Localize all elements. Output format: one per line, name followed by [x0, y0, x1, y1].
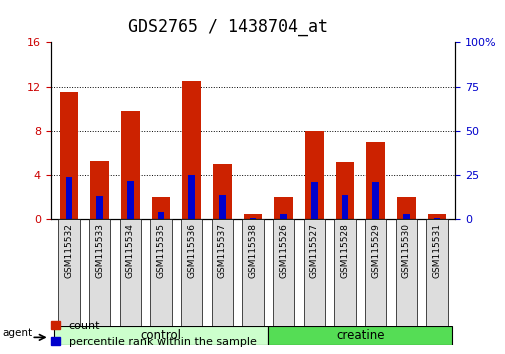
FancyBboxPatch shape — [303, 219, 324, 326]
Bar — [335, 162, 353, 219]
Bar — [274, 198, 292, 219]
FancyBboxPatch shape — [89, 219, 110, 326]
Bar — [280, 214, 286, 219]
Text: GSM115535: GSM115535 — [156, 223, 165, 278]
Bar — [96, 196, 103, 219]
Bar — [213, 164, 231, 219]
Bar — [152, 198, 170, 219]
Legend: count, percentile rank within the sample: count, percentile rank within the sample — [51, 321, 256, 347]
Text: GSM115530: GSM115530 — [401, 223, 410, 278]
Text: GSM115533: GSM115533 — [95, 223, 104, 278]
FancyBboxPatch shape — [272, 219, 294, 326]
FancyBboxPatch shape — [242, 219, 263, 326]
Text: GSM115527: GSM115527 — [309, 223, 318, 278]
Bar — [366, 142, 384, 219]
Bar — [121, 111, 139, 219]
Text: agent: agent — [3, 329, 33, 338]
FancyBboxPatch shape — [54, 326, 268, 345]
Bar — [127, 181, 133, 219]
Bar — [219, 195, 225, 219]
Text: GSM115532: GSM115532 — [64, 223, 73, 278]
FancyBboxPatch shape — [334, 219, 355, 326]
Bar — [90, 161, 109, 219]
Text: GSM115529: GSM115529 — [371, 223, 379, 278]
Bar — [305, 131, 323, 219]
Text: creatine: creatine — [335, 329, 384, 342]
Bar — [402, 214, 409, 219]
Text: GSM115528: GSM115528 — [340, 223, 349, 278]
Bar — [243, 214, 262, 219]
Text: GSM115531: GSM115531 — [432, 223, 441, 278]
Text: GSM115536: GSM115536 — [187, 223, 196, 278]
FancyBboxPatch shape — [150, 219, 171, 326]
Bar — [341, 195, 347, 219]
FancyBboxPatch shape — [268, 326, 451, 345]
Bar — [311, 182, 317, 219]
Text: GDS2765 / 1438704_at: GDS2765 / 1438704_at — [127, 18, 327, 36]
Text: GSM115534: GSM115534 — [126, 223, 134, 278]
Text: GSM115538: GSM115538 — [248, 223, 257, 278]
FancyBboxPatch shape — [364, 219, 386, 326]
FancyBboxPatch shape — [119, 219, 141, 326]
Bar — [433, 218, 439, 219]
Text: control: control — [140, 329, 181, 342]
Bar — [182, 81, 200, 219]
Bar — [249, 218, 256, 219]
FancyBboxPatch shape — [211, 219, 233, 326]
FancyBboxPatch shape — [58, 219, 80, 326]
Bar — [372, 182, 378, 219]
Bar — [427, 214, 445, 219]
Text: GSM115526: GSM115526 — [279, 223, 287, 278]
FancyBboxPatch shape — [425, 219, 447, 326]
Bar — [396, 198, 415, 219]
Bar — [66, 177, 72, 219]
FancyBboxPatch shape — [181, 219, 202, 326]
Bar — [158, 212, 164, 219]
Bar — [60, 92, 78, 219]
Text: GSM115537: GSM115537 — [218, 223, 226, 278]
FancyBboxPatch shape — [395, 219, 416, 326]
Bar — [188, 175, 194, 219]
